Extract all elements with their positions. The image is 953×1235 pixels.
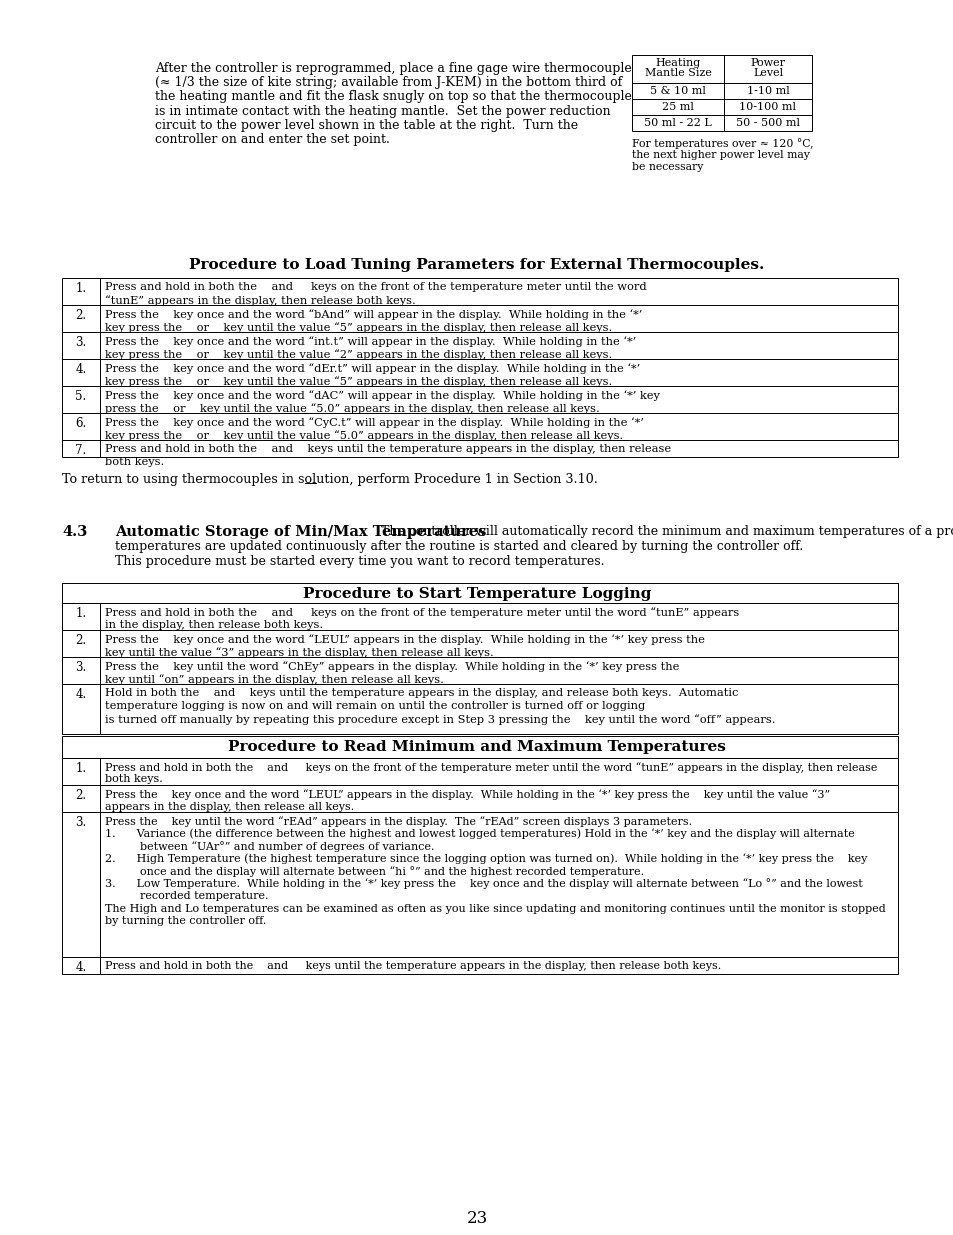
Text: key until “on” appears in the display, then release all keys.: key until “on” appears in the display, t… [105,674,443,684]
Text: 6.: 6. [75,417,87,430]
Bar [62,736,897,758]
Text: 4.: 4. [75,688,87,701]
Text: key press the    or    key until the value “5” appears in the display, then rele: key press the or key until the value “5”… [105,375,612,387]
Text: be necessary: be necessary [631,162,702,172]
Text: 3.: 3. [75,661,87,674]
Text: Press and hold in both the    and     keys on the front of the temperature meter: Press and hold in both the and keys on t… [105,282,646,291]
Text: between “UAr°” and number of degrees of variance.: between “UAr°” and number of degrees of … [105,841,434,852]
Text: 1-10 ml: 1-10 ml [746,86,788,96]
Text: 5 & 10 ml: 5 & 10 ml [649,86,705,96]
Text: 2.: 2. [75,309,87,322]
Text: Press the    key once and the word “dAC” will appear in the display.  While hold: Press the key once and the word “dAC” wi… [105,390,659,401]
Text: appears in the display, then release all keys.: appears in the display, then release all… [105,802,354,811]
Text: in the display, then release both keys.: in the display, then release both keys. [105,620,323,630]
Text: key press the    or    key until the value “5” appears in the display, then rele: key press the or key until the value “5”… [105,322,612,332]
Text: temperature logging is now on and will remain on until the controller is turned : temperature logging is now on and will r… [105,701,644,711]
Text: 3.: 3. [75,336,87,350]
Text: 1.: 1. [75,606,87,620]
Text: Automatic Storage of Min/Max Temperatures: Automatic Storage of Min/Max Temperature… [115,525,486,538]
Text: 23: 23 [466,1210,487,1228]
Text: The High and Lo temperatures can be examined as often as you like since updating: The High and Lo temperatures can be exam… [105,904,884,914]
Text: 25 ml: 25 ml [661,103,693,112]
Text: key until the value “3” appears in the display, then release all keys.: key until the value “3” appears in the d… [105,647,494,658]
Text: The controller will automatically record the minimum and maximum temperatures of: The controller will automatically record… [381,525,953,538]
Text: Mantle Size: Mantle Size [644,68,711,78]
Text: Hold in both the    and    keys until the temperature appears in the display, an: Hold in both the and keys until the temp… [105,688,738,698]
Text: To return to using thermocouples in solution, perform Procedure 1 in Section 3.1: To return to using thermocouples in solu… [62,473,598,487]
Text: the heating mantle and fit the flask snugly on top so that the thermocouple: the heating mantle and fit the flask snu… [154,90,631,104]
Bar [631,56,811,131]
Text: both keys.: both keys. [105,457,164,467]
Text: This procedure must be started every time you want to record temperatures.: This procedure must be started every tim… [115,555,604,568]
Bar [62,278,897,457]
Text: Press the    key until the word “ChEy” appears in the display.  While holding in: Press the key until the word “ChEy” appe… [105,661,679,672]
Text: 10-100 ml: 10-100 ml [739,103,796,112]
Text: 7.: 7. [75,445,87,457]
Text: Press the    key once and the word “CyC.t” will appear in the display.  While ho: Press the key once and the word “CyC.t” … [105,417,643,427]
Text: is in intimate contact with the heating mantle.  Set the power reduction: is in intimate contact with the heating … [154,105,610,117]
Text: 4.3: 4.3 [62,525,87,538]
Text: Heating: Heating [655,58,700,68]
Text: key press the    or    key until the value “2” appears in the display, then rele: key press the or key until the value “2”… [105,350,612,359]
Text: 1.: 1. [75,282,87,295]
Text: 2.: 2. [75,789,87,802]
Text: Press and hold in both the    and    keys until the temperature appears in the d: Press and hold in both the and keys unti… [105,445,670,454]
Text: (≈ 1/3 the size of kite string; available from J-KEM) in the bottom third of: (≈ 1/3 the size of kite string; availabl… [154,77,621,89]
Text: Press and hold in both the    and     keys until the temperature appears in the : Press and hold in both the and keys unti… [105,961,720,971]
Text: Procedure to Load Tuning Parameters for External Thermocouples.: Procedure to Load Tuning Parameters for … [189,258,764,272]
Text: For temperatures over ≈ 120 °C,: For temperatures over ≈ 120 °C, [631,138,813,149]
Text: 2.      High Temperature (the highest temperature since the logging option was t: 2. High Temperature (the highest tempera… [105,853,866,864]
Text: 1.      Variance (the difference between the highest and lowest logged temperatu: 1. Variance (the difference between the … [105,829,854,840]
Text: 5.: 5. [75,390,87,403]
Text: 3.      Low Temperature.  While holding in the ‘*’ key press the    key once and: 3. Low Temperature. While holding in the… [105,878,862,889]
Text: Press and hold in both the    and     keys on the front of the temperature meter: Press and hold in both the and keys on t… [105,762,877,773]
Text: Press the    key once and the word “LEUL” appears in the display.  While holding: Press the key once and the word “LEUL” a… [105,789,829,800]
Text: Level: Level [752,68,782,78]
Text: 4.: 4. [75,363,87,375]
Bar [62,603,897,734]
Text: the next higher power level may: the next higher power level may [631,149,809,161]
Text: 3.: 3. [75,816,87,829]
Text: Press the    key once and the word “dEr.t” will appear in the display.  While ho: Press the key once and the word “dEr.t” … [105,363,639,374]
Text: by turning the controller off.: by turning the controller off. [105,916,266,926]
Text: Power: Power [750,58,784,68]
Text: recorded temperature.: recorded temperature. [105,890,268,902]
Text: 1.: 1. [75,762,87,776]
Bar [62,583,897,603]
Text: is turned off manually by repeating this procedure except in Step 3 pressing the: is turned off manually by repeating this… [105,714,775,725]
Text: 2.: 2. [75,634,87,647]
Text: After the controller is reprogrammed, place a fine gage wire thermocouple: After the controller is reprogrammed, pl… [154,62,631,75]
Text: temperatures are updated continuously after the routine is started and cleared b: temperatures are updated continuously af… [115,540,802,553]
Text: controller on and enter the set point.: controller on and enter the set point. [154,133,390,146]
Text: key press the    or    key until the value “5.0” appears in the display, then re: key press the or key until the value “5.… [105,430,622,441]
Text: 4.: 4. [75,961,87,974]
Text: Press the    key once and the word “bAnd” will appear in the display.  While hol: Press the key once and the word “bAnd” w… [105,309,641,320]
Text: circuit to the power level shown in the table at the right.  Turn the: circuit to the power level shown in the … [154,119,578,132]
Text: Press and hold in both the    and     keys on the front of the temperature meter: Press and hold in both the and keys on t… [105,606,739,618]
Text: 50 ml - 22 L: 50 ml - 22 L [643,119,711,128]
Text: “tunE” appears in the display, then release both keys.: “tunE” appears in the display, then rele… [105,295,416,306]
Text: once and the display will alternate between “hi °” and the highest recorded temp: once and the display will alternate betw… [105,866,643,877]
Text: Procedure to Start Temperature Logging: Procedure to Start Temperature Logging [302,587,651,601]
Text: Procedure to Read Minimum and Maximum Temperatures: Procedure to Read Minimum and Maximum Te… [228,740,725,755]
Bar [62,758,897,974]
Text: Press the    key once and the word “int.t” will appear in the display.  While ho: Press the key once and the word “int.t” … [105,336,636,347]
Text: press the    or    key until the value “5.0” appears in the display, then releas: press the or key until the value “5.0” a… [105,403,599,414]
Text: 50 - 500 ml: 50 - 500 ml [735,119,800,128]
Text: Press the    key once and the word “LEUL” appears in the display.  While holding: Press the key once and the word “LEUL” a… [105,634,704,645]
Text: both keys.: both keys. [105,774,163,784]
Text: Press the    key until the word “rEAd” appears in the display.  The “rEAd” scree: Press the key until the word “rEAd” appe… [105,816,691,826]
